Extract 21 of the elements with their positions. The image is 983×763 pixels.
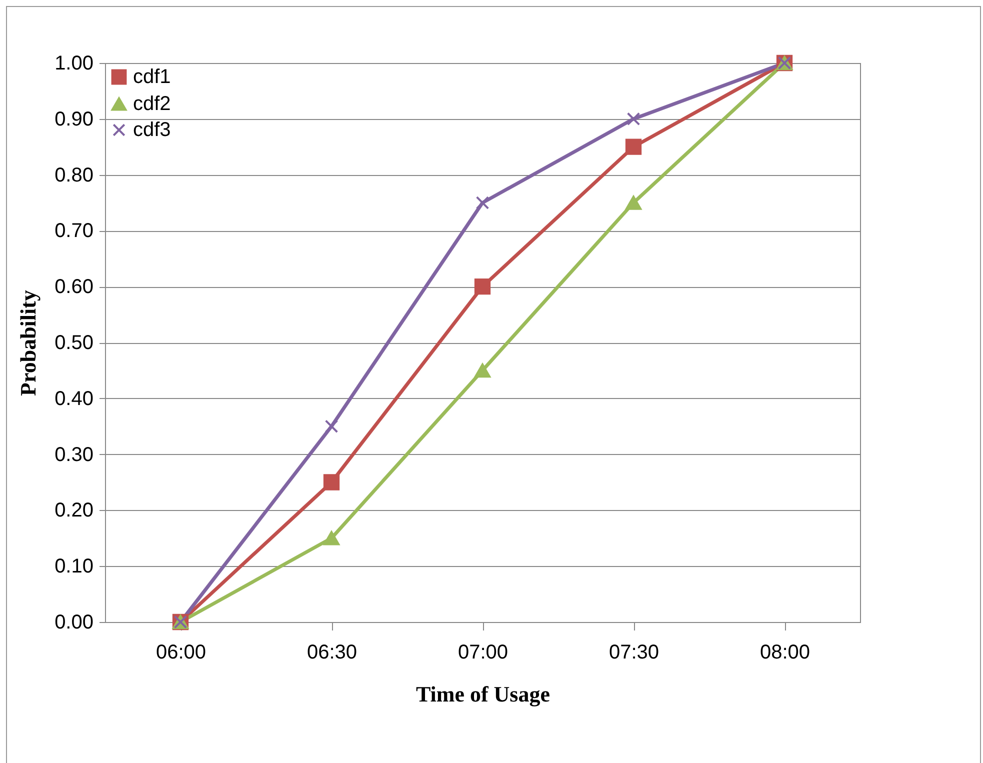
y-tick-label: 0.70 [54, 220, 94, 242]
x-axis-title: Time of Usage [416, 682, 550, 706]
legend-label: cdf1 [133, 66, 171, 88]
x-tick-label: 06:30 [306, 642, 358, 664]
y-tick-label: 0.50 [54, 332, 94, 354]
legend-label: cdf3 [133, 119, 171, 141]
x-tick-label: 07:30 [608, 642, 660, 664]
y-tick-label: 0.40 [54, 388, 94, 410]
y-tick-label: 0.60 [54, 276, 94, 298]
y-tick-label: 0.90 [54, 108, 94, 130]
y-tick-label: 0.10 [54, 556, 94, 578]
x-tick-label: 07:00 [458, 642, 508, 664]
y-tick-label: 0.00 [54, 612, 94, 634]
y-tick-label: 0.20 [54, 500, 94, 522]
y-axis-title: Probability [16, 290, 41, 396]
y-tick-label: 0.80 [54, 164, 94, 186]
y-tick-label: 0.30 [54, 444, 94, 466]
x-tick-label: 08:00 [760, 642, 810, 664]
y-tick-label: 1.00 [54, 52, 94, 74]
legend-label: cdf2 [133, 93, 171, 115]
x-tick-label: 06:00 [156, 642, 206, 664]
